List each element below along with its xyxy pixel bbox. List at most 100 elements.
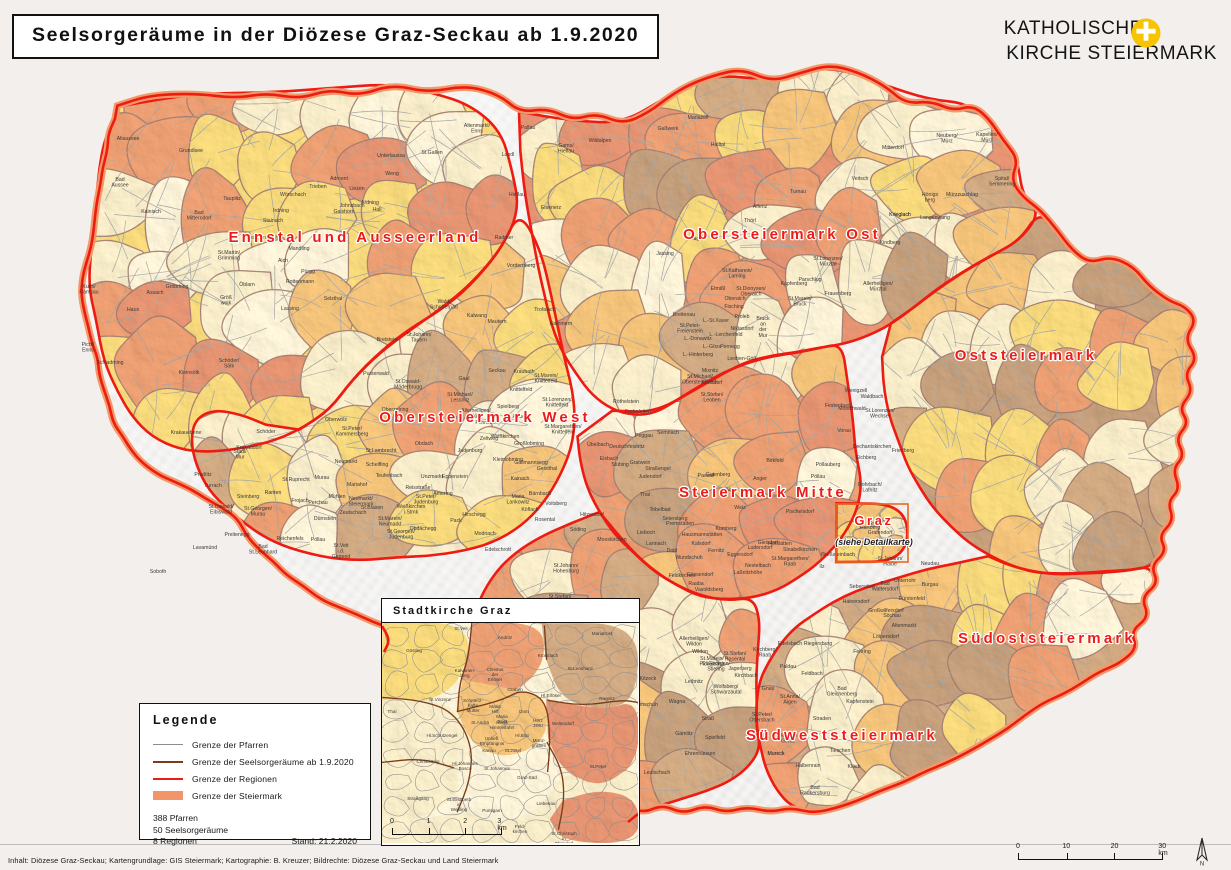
parish-boundary-line [306,492,315,538]
parish-label: Mandling [288,246,309,252]
inset-map-stadtkirche-graz[interactable]: Stadtkirche Graz St.Veit Andritz Mariatros… [381,598,640,846]
parish-boundary-line [407,169,442,216]
parish-label: Gaal [459,376,470,382]
inset-parish-label: Karlau [482,748,496,753]
parish-label: St.Georgen/Stiefing [702,661,731,673]
parish-label: St.Marein/Pickelbach [699,656,724,668]
parish-label: Röthelstein [613,399,639,405]
parish-boundary-line [942,333,960,377]
parish-label: Radmer [495,235,514,241]
parish-label: Sebersdorf [849,584,875,590]
parish-boundary-line [828,618,883,637]
inset-parish-cell [525,747,550,771]
parish-label: Seckau [488,368,505,374]
map-title-box: Seelsorgeräume in der Diözese Graz-Secka… [12,14,660,59]
parish-label: Bruck an der Mur [756,316,770,339]
parish-boundary-line [986,661,1032,674]
parish-boundary-line [788,142,794,196]
parish-boundary-line [278,282,299,336]
parish-boundary-line [807,205,846,229]
parish-label: Feldbach [801,671,822,677]
parish-boundary-line [273,265,276,320]
parish-boundary-line [639,150,659,200]
parish-boundary-line [1066,406,1085,452]
parish-label: Semriach [657,430,679,436]
parish-label: Trofaiach [534,307,556,313]
parish-label: Altenmarkt [892,623,917,629]
parish-label: Zeltweg [480,436,498,442]
parish-label: Eppenstein [442,474,468,480]
parish-boundary-line [438,128,482,169]
parish-label: St.Dionysen/Oberaich [736,286,766,298]
inset-parish-cell [555,797,581,818]
legend-label-seelsorgeraeume: Grenze der Seelsorgeräume ab 1.9.2020 [192,756,354,767]
inset-parish-cell [410,818,439,843]
parish-boundary-line [998,673,1054,688]
inset-seelsorgeraum-boundaries [382,623,638,830]
parish-boundary-line [181,285,229,307]
legend-stat-seelsorgeraeume: 50 Seelsorgeräume [153,824,229,835]
parish-boundary-line [598,505,667,521]
inset-parish-label: Münz-graben [532,738,547,748]
parish-boundary-line [874,740,920,748]
parish-boundary-line [845,658,868,719]
parish-boundary-line [875,536,904,543]
parish-boundary-line [870,516,897,519]
inset-map-body[interactable]: St.Veit Andritz Mariatrost Gösting Kroisbach… [382,623,639,843]
inset-parish-label: Schmerz-hafte Mutter [463,698,483,713]
parish-boundary-line [781,527,828,543]
parish-boundary-line [321,269,359,306]
parish-boundary-line [660,226,677,281]
parish-boundary-line [977,423,1016,454]
parish-label: Pöllauberg [816,462,841,468]
parish-boundary-line [836,503,842,515]
parish-boundary-line [938,648,975,685]
parish-label: Bad Aussee [111,177,128,189]
parish-boundary-line [684,742,738,761]
parish-boundary-line [700,231,757,237]
legend-stat-regionen: 8 Regionen [153,836,197,846]
parish-label: St.Martin/Grimming [218,250,241,262]
parish-label: Kainach [511,476,530,482]
parish-boundary-line [846,218,866,273]
parish-label: Ludersdorf [748,545,773,551]
parish-boundary-line [341,124,388,160]
parish-boundary-line [152,226,180,284]
inset-parish-cell [524,723,556,745]
parish-boundary-line [754,137,802,144]
inset-parish-cell [385,774,412,791]
inset-parish-label: St.Andrä [471,720,489,725]
parish-label: St.Johann/Haide [878,556,903,568]
parish-label: Ardning [361,200,379,206]
parish-boundary-line [836,542,846,551]
parish-label: Eichberg [856,455,877,461]
parish-label: Hönigs berg [922,192,939,204]
parish-boundary-line [662,236,691,282]
parish-boundary-line [953,202,999,235]
parish-label: Seiersberg [662,516,687,522]
parish-label: Aich [278,258,288,264]
inset-map-svg[interactable]: St.Veit Andritz Mariatrost Gösting Kroisbach… [382,623,638,843]
parish-boundary-line [736,103,744,157]
inset-parish-label: St.Vinzenz [429,697,452,702]
parish-boundary-line [234,101,290,105]
parish-boundary-line [209,214,274,223]
parish-boundary-line [738,643,746,686]
brand-logo: KATHOLISCHE KIRCHE STEIERMARK [1004,16,1217,66]
cross-in-circle-icon [1131,18,1161,48]
parish-boundary-line [674,285,710,313]
parish-boundary-line [432,532,498,546]
parish-boundary-line [717,602,744,638]
inset-parish-cell [412,748,437,767]
parish-label: Jassing [656,251,674,257]
parish-label: Fohnsdorf [475,420,499,426]
parish-boundary-line [872,267,914,278]
region-fill-mitte [577,345,861,599]
parish-boundary-line [766,361,788,408]
parish-boundary-line [660,204,689,258]
parish-boundary-line [325,216,381,222]
parish-boundary-line [1019,457,1066,493]
parish-boundary-line [323,241,373,264]
parish-boundary-line [942,285,998,300]
